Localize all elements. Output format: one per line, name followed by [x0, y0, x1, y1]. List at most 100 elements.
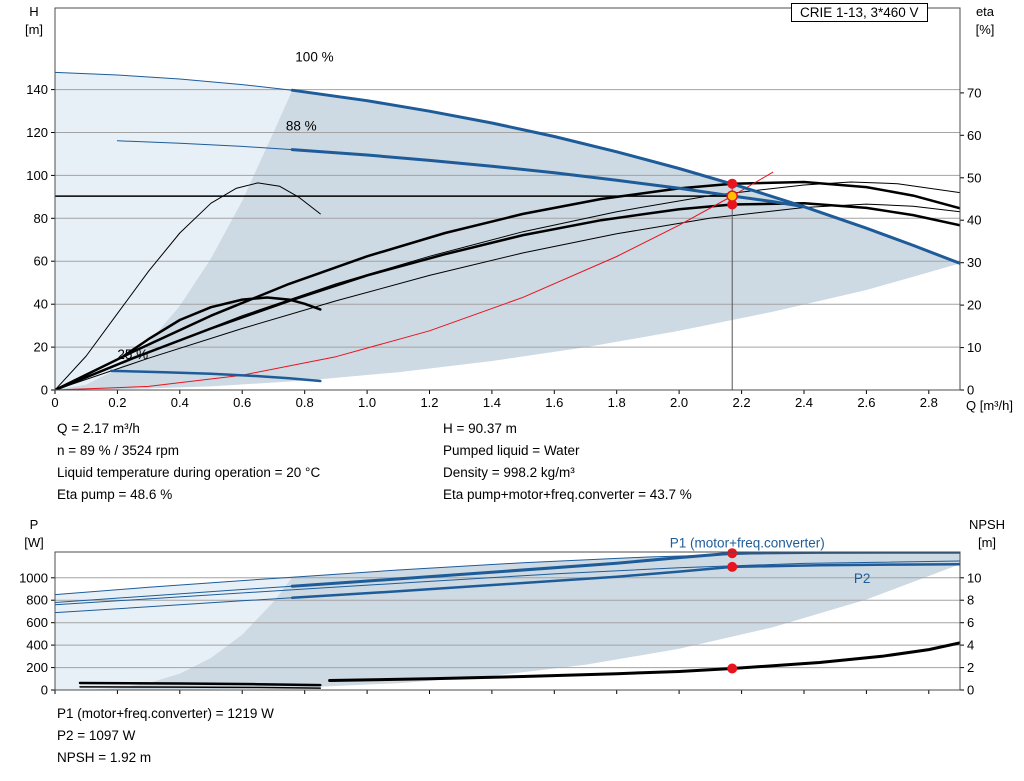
x-tick-label: 0.6 [233, 395, 251, 410]
y-right-tick-label: 50 [967, 170, 981, 185]
curve-label: 25 % [117, 347, 148, 362]
y-right-tick-label: 2 [967, 660, 974, 675]
curve-p1 [290, 552, 960, 588]
x-tick-label: 2.0 [670, 395, 688, 410]
readout-density: Density = 998.2 kg/m³ [443, 465, 575, 480]
y-left-tick-label: 1000 [19, 570, 48, 585]
readout-p2: P2 = 1097 W [57, 728, 136, 743]
x-tick-label: 1.6 [545, 395, 563, 410]
npsh-axis-title-unit: [m] [977, 535, 997, 550]
pump-model-title: CRIE 1-13, 3*460 V [791, 3, 928, 22]
y-left-tick-label: 120 [26, 125, 48, 140]
y-right-tick-label: 6 [967, 615, 974, 630]
y-left-tick-label: 80 [34, 211, 48, 226]
operating-point-marker [727, 178, 738, 189]
y-left-tick-label: 60 [34, 254, 48, 269]
curve-pump-curve-25 [109, 369, 322, 383]
readout-liquid-temperature: Liquid temperature during operation = 20… [57, 465, 321, 480]
p-axis-title: P [W] [13, 516, 55, 552]
readout-head: H = 90.37 m [443, 421, 517, 436]
readout-eta-pump: Eta pump = 48.6 % [57, 487, 173, 502]
readout-eta-total: Eta pump+motor+freq.converter = 43.7 % [443, 487, 692, 502]
p-axis-title-unit: [W] [24, 535, 44, 550]
x-tick-label: 1.4 [483, 395, 501, 410]
x-tick-label: 0.8 [296, 395, 314, 410]
x-tick-label: 1.0 [358, 395, 376, 410]
eta-axis-title-unit: [%] [975, 22, 995, 37]
y-right-tick-label: 10 [967, 340, 981, 355]
x-tick-label: 2.4 [795, 395, 813, 410]
npsh-axis-title-symbol: NPSH [968, 517, 1006, 532]
y-left-tick-label: 40 [34, 297, 48, 312]
curve-p1-low [55, 585, 293, 603]
readout-speed: n = 89 % / 3524 rpm [57, 443, 179, 458]
curve-label: 88 % [286, 118, 317, 133]
curve-p2 [290, 563, 960, 600]
y-right-tick-label: 30 [967, 255, 981, 270]
y-right-tick-label: 20 [967, 298, 981, 313]
duty-readout-right: H = 90.37 m Pumped liquid = Water Densit… [443, 418, 692, 506]
x-tick-label: 2.2 [733, 395, 751, 410]
y-right-tick-label: 8 [967, 593, 974, 608]
curve-pump-curve-88-low [116, 140, 293, 151]
power-readout: P1 (motor+freq.converter) = 1219 W P2 = … [57, 703, 274, 769]
curve-npsh [328, 641, 960, 682]
duty-readout-left: Q = 2.17 m³/h n = 89 % / 3524 rpm Liquid… [57, 418, 320, 506]
y-right-tick-label: 70 [967, 85, 981, 100]
curve-p2-25 [79, 686, 322, 689]
curve-p2-100 [55, 560, 960, 606]
curve-label: P1 (motor+freq.converter) [670, 536, 825, 551]
plot-area [55, 552, 960, 690]
x-tick-label: 1.2 [420, 395, 438, 410]
x-tick-label: 2.6 [857, 395, 875, 410]
curve-system-curve [55, 171, 774, 390]
plot-frame [54, 551, 961, 691]
duty-point-marker [726, 190, 738, 202]
npsh-axis-title: NPSH [m] [955, 516, 1019, 552]
p-axis-title-symbol: P [29, 517, 39, 532]
readout-p1: P1 (motor+freq.converter) = 1219 W [57, 706, 274, 721]
curve-eta-total [55, 201, 960, 390]
curve-eta-pump-25 [55, 182, 321, 390]
y-right-tick-label: 40 [967, 213, 981, 228]
operating-point-marker [727, 548, 738, 559]
curve-pump-curve-100-low [55, 71, 293, 91]
y-right-tick-label: 60 [967, 128, 981, 143]
y-left-tick-label: 20 [34, 340, 48, 355]
h-axis-title-symbol: H [29, 4, 39, 19]
eta-axis-title-symbol: eta [975, 4, 995, 19]
curve-p1-25 [78, 681, 322, 687]
y-left-tick-label: 400 [26, 638, 48, 653]
operating-point-marker [727, 561, 738, 572]
y-right-tick-label: 0 [967, 683, 974, 698]
eta-axis-title: eta [%] [962, 3, 1008, 39]
curve-label: 100 % [295, 50, 333, 65]
readout-pumped-liquid: Pumped liquid = Water [443, 443, 580, 458]
curve-eta-pump [55, 180, 960, 390]
envelope-dark [55, 552, 960, 690]
y-right-tick-label: 10 [967, 570, 981, 585]
y-left-tick-label: 0 [41, 383, 48, 398]
curve-p2-low [55, 597, 293, 614]
readout-flow: Q = 2.17 m³/h [57, 421, 140, 436]
x-tick-label: 0 [51, 395, 58, 410]
envelope-light [55, 577, 293, 690]
curve-pump-curve-100 [290, 88, 960, 265]
y-left-tick-label: 600 [26, 615, 48, 630]
q-axis-title: Q [m³/h] [966, 398, 1013, 413]
y-left-tick-label: 140 [26, 82, 48, 97]
y-right-tick-label: 0 [967, 383, 974, 398]
curve-pump-curve-88 [290, 148, 806, 209]
plot-area [55, 71, 960, 390]
curve-label: P2 [854, 571, 871, 586]
h-axis-title-unit: [m] [24, 22, 44, 37]
curve-eta-total-100 [55, 203, 960, 390]
x-tick-label: 2.8 [920, 395, 938, 410]
plot-frame [54, 7, 961, 391]
readout-npsh: NPSH = 1.92 m [57, 750, 152, 765]
y-left-tick-label: 100 [26, 168, 48, 183]
y-left-tick-label: 200 [26, 660, 48, 675]
curve-eta-total-25 [122, 296, 322, 358]
